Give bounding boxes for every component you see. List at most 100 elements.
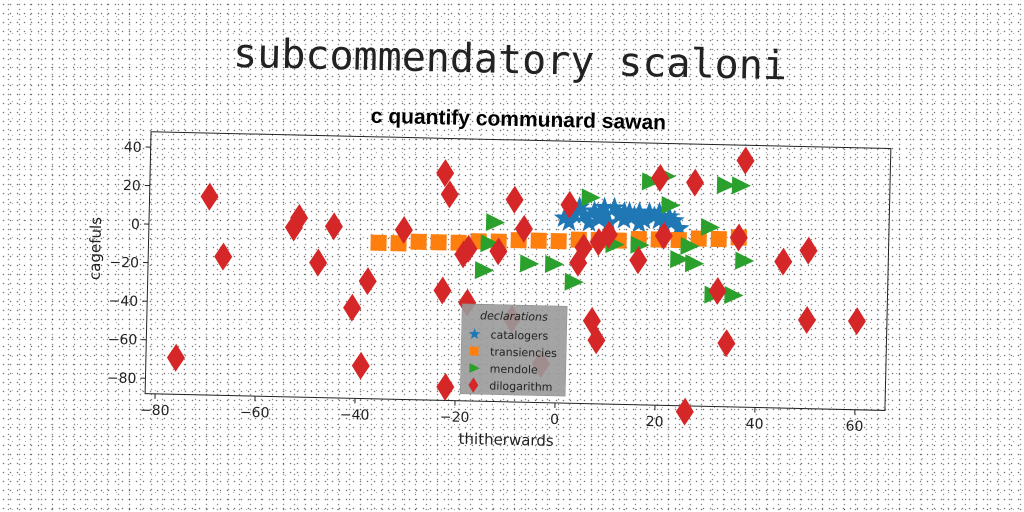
dilogarithm-point [686,168,705,197]
y-tick-label: −80 [107,370,137,387]
dilogarithm-point [560,190,579,219]
dilogarithm-point [629,246,648,275]
dilogarithm-point [440,180,459,209]
x-tick-label: −60 [240,405,270,422]
transiencies-point [550,232,567,250]
legend-item-mendole: mendole [469,362,538,377]
catalogers-point [643,205,665,226]
mendole-point [581,188,601,207]
catalogers-point [593,204,615,225]
dilogarithm-point [797,306,816,335]
legend-item-dilogarithm: dilogarithm [468,377,553,394]
mendole-point [670,250,690,269]
y-axis-ticks: 40 20 0 −20 −40 −60 −80 [107,140,151,387]
transiencies-legend-marker [469,346,479,356]
dilogarithm-point [587,326,606,355]
dilogarithm-point [574,233,593,262]
dilogarithm-point [651,163,670,192]
dilogarithm-point [729,223,748,252]
mendole-point [641,172,662,191]
mendole-point [474,261,494,280]
plot-area: c quantify communard sawan −80 −60 −40 −20 0… [86,105,892,450]
dilogarithm-point [324,212,343,241]
chart-title: c quantify communard sawan [371,105,667,135]
mendole-point [700,218,721,237]
x-axis-label: thitherwards [458,430,554,450]
y-tick-label: 40 [124,140,142,156]
transiencies-point [530,232,547,249]
x-tick-label: 40 [745,416,763,432]
dilogarithm-point [654,221,673,250]
dilogarithm-point [200,182,219,211]
legend-item-catalogers: catalogers [468,328,549,343]
dilogarithm-point [799,236,818,265]
mendole-point [480,234,500,253]
legend-label: catalogers [490,328,548,342]
mendole-point [544,254,565,273]
dilogarithm-point [489,237,508,266]
catalogers-point [658,205,680,226]
mendole-point [485,213,506,232]
y-tick-label: −20 [109,255,139,272]
legend-title: declarations [480,309,548,324]
x-tick-label: −20 [440,409,470,426]
catalogers-point [608,204,630,225]
dilogarithm-point [459,234,478,263]
dilogarithm-point [582,306,601,335]
legend-items: catalogers transiencies mendole dilogarithm [468,328,557,394]
y-tick-label: 0 [131,217,140,233]
dilogarithm-point [214,242,233,271]
legend-item-transiencies: transiencies [469,345,557,360]
series-transiencies [370,229,747,252]
catalogers-point [623,204,645,225]
dilogarithm-point [166,343,185,372]
catalogers-point [583,200,605,221]
y-tick-label: 20 [123,178,141,194]
catalogers-point [628,212,650,233]
y-axis-label: cagefuls [86,217,105,281]
dilogarithm-point [290,203,309,232]
catalogers-point [573,203,595,224]
legend: declarations catalogers transiencies mendo… [459,303,568,397]
catalogers-point [613,200,635,221]
mendole-legend-marker [469,363,480,373]
x-axis-ticks: −80 −60 −40 −20 0 20 40 60 [140,393,864,435]
dilogarithm-point [394,215,413,244]
mendole-point [724,286,744,305]
x-tick-label: 20 [645,414,663,430]
mendole-point [716,176,736,195]
catalogers-point [594,196,616,217]
mendole-point [630,235,650,254]
mendole-point [684,254,705,273]
y-tick-label: −60 [108,332,138,349]
legend-box [459,303,568,397]
catalogers-point [588,207,610,229]
mendole-point [731,176,751,195]
x-tick-label: −80 [140,403,170,420]
dilogarithm-point [736,146,755,175]
legend-label: mendole [490,362,539,376]
dilogarithm-point [436,372,455,401]
x-tick-label: 60 [845,419,863,435]
y-tick-label: −40 [108,293,138,310]
dilogarithm-point [351,351,370,380]
mendole-point [680,236,700,255]
dilogarithm-point [675,397,694,426]
catalogers-point [578,211,600,232]
catalogers-legend-marker [468,328,481,340]
mendole-point [661,195,681,214]
legend-label: dilogarithm [489,379,552,393]
catalogers-point [648,201,670,222]
dilogarithm-point [505,185,524,214]
x-tick-label: −40 [340,407,370,424]
x-tick-label: 0 [550,412,559,428]
catalogers-point [663,209,685,230]
legend-label: transiencies [490,345,557,360]
dilogarithm-point [433,276,452,305]
dilogarithm-point [774,247,793,276]
dilogarithm-point [717,329,736,358]
dilogarithm-legend-marker [468,377,479,393]
mendole-point [735,251,755,270]
transiencies-point [710,230,727,248]
